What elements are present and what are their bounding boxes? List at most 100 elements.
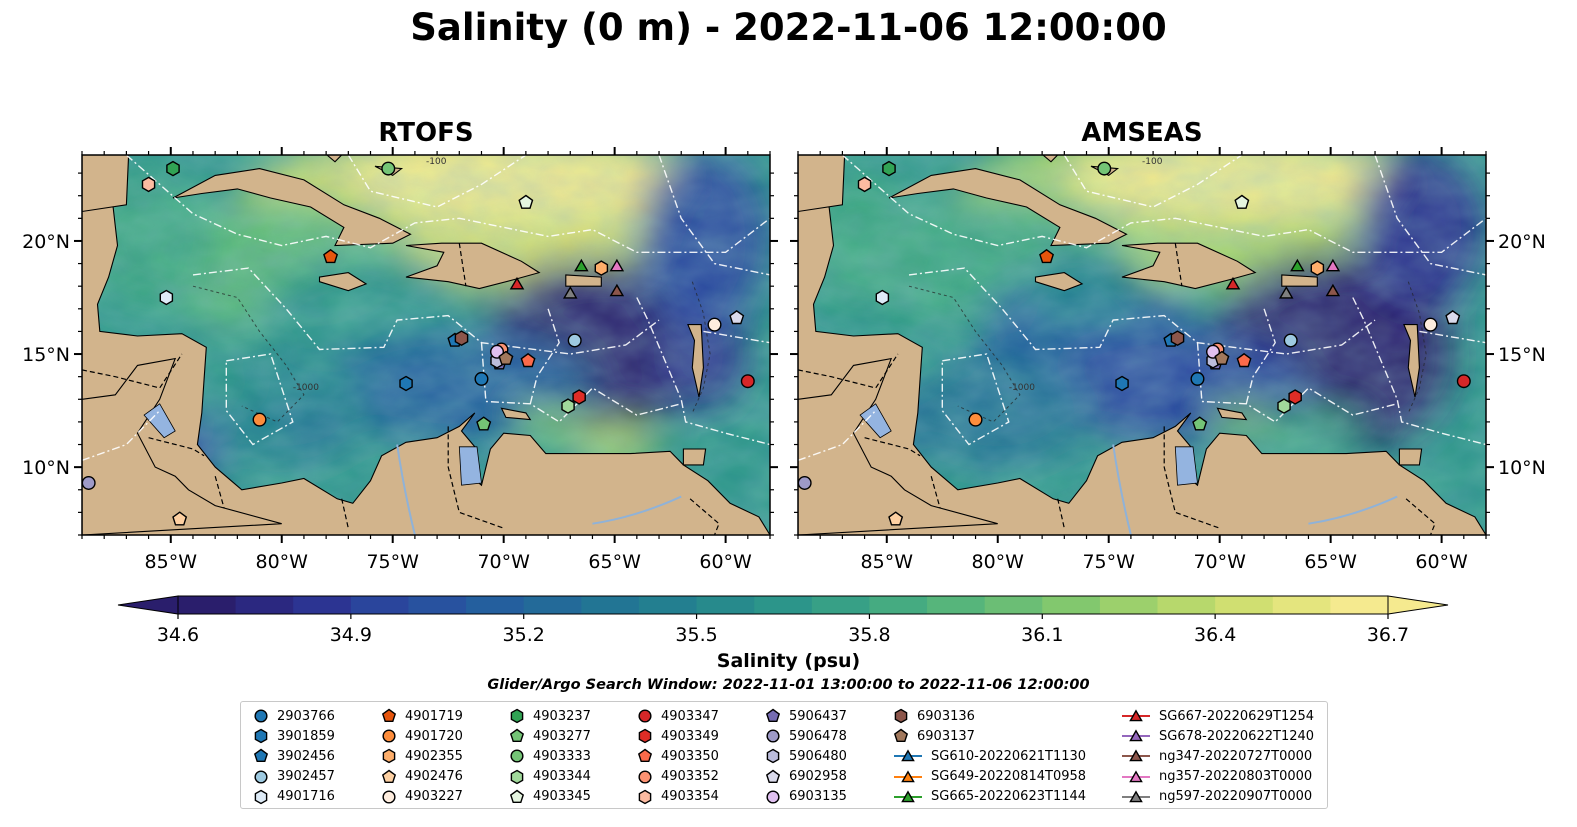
x-tick-label: 75°W: [366, 551, 419, 573]
pentagon-marker-icon: [893, 728, 909, 743]
legend-item: 4903333: [509, 746, 591, 766]
legend-label: 4903227: [405, 789, 463, 805]
legend-label: 6903137: [917, 728, 975, 744]
station-marker: [1115, 375, 1129, 392]
pentagon-marker-icon: [637, 749, 653, 763]
legend: 2903766 3901859 3902456 3902457 4901716 49017…: [240, 701, 1328, 809]
pentagon-marker-icon: [509, 789, 525, 803]
panel-title-left: RTOFS: [378, 118, 474, 148]
legend-label: ng357-20220803T0000: [1159, 769, 1313, 785]
legend-item: 4902355: [381, 746, 463, 766]
station-marker: [159, 289, 174, 306]
station-marker: [141, 176, 156, 193]
y-tick-label: 15°N: [1498, 344, 1546, 366]
legend-marker: [381, 708, 397, 723]
x-tick-label: 60°W: [1415, 551, 1468, 573]
station-marker: [1456, 374, 1471, 389]
pentagon-marker-icon: [381, 769, 397, 783]
legend-label: 5906478: [789, 728, 847, 744]
triangle-marker-icon: [1122, 709, 1150, 722]
station-marker: [518, 194, 534, 209]
legend-label: 6903136: [917, 708, 975, 724]
hexagon-marker-icon: [894, 708, 908, 724]
x-tick-label: 75°W: [1082, 551, 1135, 573]
legend-marker: [509, 728, 525, 743]
legend-label: ng347-20220727T0000: [1159, 748, 1313, 764]
x-tick-label: 65°W: [588, 551, 641, 573]
station-marker: [1236, 352, 1252, 368]
map-panel-amseas: -100 -1000 85°W 80°W 75°W 70°W 65°W 60°W 10°N 15°…: [790, 147, 1546, 573]
legend-item: 3901859: [253, 726, 335, 746]
x-tick-label: 80°W: [256, 551, 309, 573]
station-marker: [562, 285, 578, 299]
figure-title: Salinity (0 m) - 2022-11-06 12:00:00: [410, 6, 1167, 49]
legend-label: 4903237: [533, 708, 591, 724]
legend-item: 4903277: [509, 726, 591, 746]
station-marker: [882, 160, 896, 177]
legend-marker: [901, 790, 915, 803]
station-marker: [399, 375, 413, 392]
station-marker: [474, 371, 489, 386]
legend-marker: [381, 769, 397, 783]
legend-label: 4901716: [277, 789, 335, 805]
legend-marker: [766, 729, 780, 743]
legend-item: 4902476: [381, 767, 463, 787]
x-tick-label: 80°W: [972, 551, 1025, 573]
land: [798, 155, 1486, 535]
y-tick-label: 20°N: [1498, 231, 1546, 253]
legend-item: SG610-20220621T1130: [893, 746, 1086, 766]
legend-marker: [253, 749, 269, 763]
station-marker: [1234, 194, 1250, 209]
colorbar-segment: [178, 596, 237, 614]
station-marker: [166, 160, 180, 177]
station-marker: [968, 412, 983, 427]
station-marker: [609, 258, 625, 272]
legend-item: 6902958: [765, 767, 847, 787]
station-marker: [609, 283, 625, 297]
legend-label: SG610-20220621T1130: [931, 748, 1087, 764]
station-marker: [729, 310, 745, 325]
circle-marker-icon: [254, 709, 268, 723]
hexagon-marker-icon: [382, 749, 396, 764]
station-marker: [594, 260, 609, 276]
station-marker: [1290, 258, 1305, 272]
legend-label: 4903277: [533, 728, 591, 744]
legend-item: ng357-20220803T0000: [1121, 767, 1314, 787]
legend-label: 4903333: [533, 748, 591, 764]
station-marker: [572, 389, 586, 405]
legend-label: 4903352: [661, 769, 719, 785]
legend-item: 4903347: [637, 706, 719, 726]
legend-label: 4901719: [405, 708, 463, 724]
station-marker: [857, 176, 872, 193]
legend-item: 4903227: [381, 787, 463, 807]
colorbar-segment: [581, 596, 640, 614]
map-frame: [797, 154, 1487, 536]
station-marker: [707, 317, 722, 332]
colorbar-segment: [1215, 596, 1274, 614]
station-markers: [798, 160, 1471, 526]
legend-marker: [382, 729, 396, 743]
legend-label: 4903347: [661, 708, 719, 724]
station-marker: [381, 161, 396, 176]
legend-item: 5906437: [765, 706, 847, 726]
x-tick-label: 85°W: [861, 551, 914, 573]
colorbar-segment: [1042, 596, 1101, 614]
station-marker: [509, 276, 525, 290]
legend-marker: [510, 769, 524, 784]
search-window-text: Glider/Argo Search Window: 2022-11-01 13…: [487, 677, 1090, 693]
station-marker: [476, 416, 492, 431]
colorbar-segment: [523, 596, 582, 614]
colorbar-segment: [293, 596, 352, 614]
hexagon-marker-icon: [638, 789, 652, 805]
legend-label: 4902355: [405, 748, 463, 764]
station-marker: [1288, 389, 1302, 405]
legend-item: 5906478: [765, 726, 847, 746]
contour-label: -1000: [1009, 383, 1035, 393]
colorbar-label: Salinity (psu): [716, 650, 861, 672]
legend-label: 2903766: [277, 708, 335, 724]
legend-label: 4903345: [533, 789, 591, 805]
circle-marker-icon: [510, 749, 524, 764]
triangle-marker-icon: [894, 749, 922, 762]
legend-item: 3902456: [253, 746, 335, 766]
